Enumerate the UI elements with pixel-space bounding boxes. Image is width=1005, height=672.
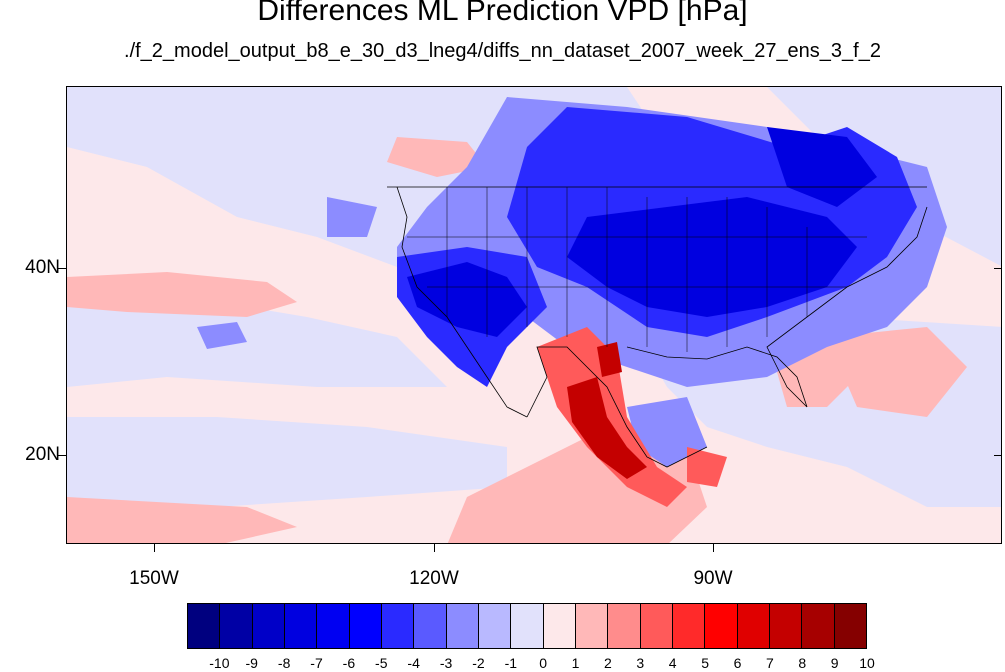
lon-label-120w: 120W [409,568,459,589]
colorbar-box [511,604,544,648]
lat-tick [58,455,66,456]
state-borders [407,187,867,352]
colorbar-box [220,604,253,648]
figure-subtitle: ./f_2_model_output_b8_e_30_d3_lneg4/diff… [124,40,881,62]
colorbar-box [802,604,835,648]
colorbar [187,603,867,649]
colorbar-box [543,604,576,648]
lon-label-90w: 90W [693,568,733,589]
colorbar-label: -2 [472,655,485,671]
map-panel [66,86,1002,544]
colorbar-box [414,604,447,648]
colorbar-label: -8 [277,655,291,671]
colorbar-label: -6 [342,655,356,671]
lat-tick [58,268,66,269]
colorbar-label: 4 [668,655,677,671]
colorbar-label: -4 [407,655,420,671]
dark-red-regions [567,342,647,479]
colorbar-box [381,604,415,648]
colorbar-box [284,604,318,648]
colorbar-box [478,604,512,648]
colorbar-label: -3 [439,655,453,671]
lon-label-150w: 150W [129,568,179,589]
colorbar-label: 6 [733,655,742,671]
colorbar-label: 2 [604,655,612,671]
lon-tick [154,544,155,552]
colorbar-box [446,604,479,648]
colorbar-box [640,604,673,648]
colorbar-label: -10 [209,655,230,671]
lat-label-40n: 40N [25,257,60,278]
colorbar-label: 0 [539,655,548,671]
colorbar-label: -9 [245,655,258,671]
colorbar-label: 1 [571,655,580,671]
figure-title: Differences ML Prediction VPD [hPa] [257,0,748,27]
colorbar-box [608,604,641,648]
colorbar-label: 9 [830,655,839,671]
colorbar-label: 8 [798,655,807,671]
colorbar-box [349,604,382,648]
colorbar-label: -1 [504,655,518,671]
colorbar-label: 3 [636,655,645,671]
colorbar-box [188,604,221,648]
lon-tick [713,544,714,552]
lat-tick [994,268,1002,269]
colorbar-box [575,604,609,648]
lat-label-20n: 20N [25,444,60,465]
colorbar-label: 7 [765,655,774,671]
colorbar-box [705,604,738,648]
colorbar-box [252,604,285,648]
lon-tick [434,544,435,552]
lat-tick [994,455,1002,456]
colorbar-box [317,604,350,648]
colorbar-box [672,604,706,648]
colorbar-label: -5 [375,655,388,671]
colorbar-box [769,604,803,648]
colorbar-label: 10 [859,655,875,671]
vpd-difference-map [67,87,1001,543]
colorbar-box [737,604,770,648]
colorbar-box [834,604,866,648]
colorbar-label: 5 [701,655,709,671]
colorbar-label: -7 [310,655,323,671]
red-regions [537,327,727,507]
